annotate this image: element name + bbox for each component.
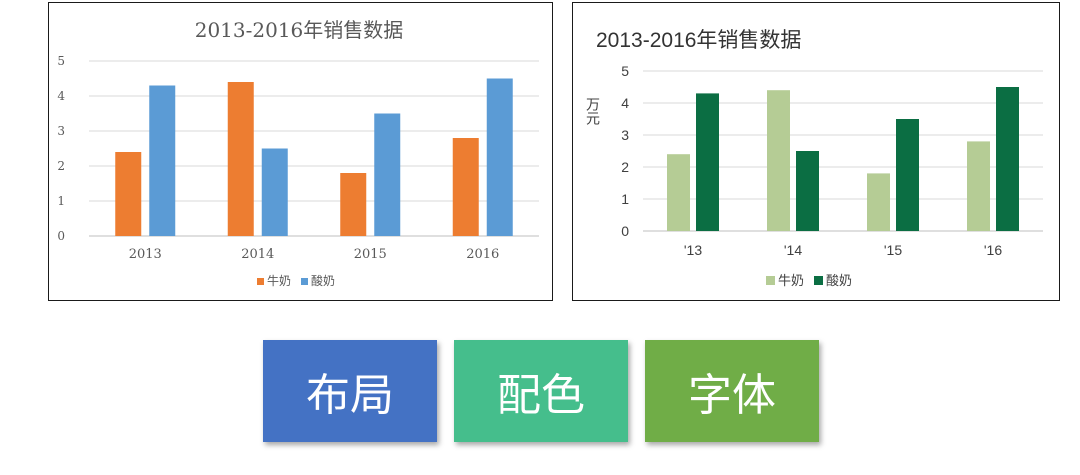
bar-yogurt [996, 87, 1019, 231]
legend-label: 酸奶 [311, 273, 335, 288]
color-scheme-button[interactable]: 配色 [454, 340, 628, 442]
bar-yogurt [261, 148, 288, 236]
legend-swatch [301, 278, 308, 285]
y-axis-label: 万元 [585, 97, 601, 126]
legend-swatch [766, 276, 775, 285]
bar-milk [767, 90, 790, 231]
legend-label: 酸奶 [826, 273, 852, 288]
chart-panel-styled: 2013-2016年销售数据 0 1 2 3 4 5 '13 '14 '15 '16 万元牛奶 酸奶 [572, 2, 1060, 301]
y-tick-label: 2 [57, 159, 65, 173]
bar-milk [867, 173, 890, 231]
bar-milk [340, 173, 367, 236]
x-tick-label: 2016 [466, 247, 499, 262]
bar-milk [667, 154, 690, 231]
y-tick-label: 4 [621, 95, 629, 111]
bar-yogurt [374, 113, 401, 236]
y-tick-label: 2 [621, 159, 629, 175]
bar-yogurt [796, 151, 819, 231]
bar-yogurt [149, 85, 176, 236]
y-tick-label: 0 [57, 229, 65, 243]
bar-milk [967, 141, 990, 231]
font-button[interactable]: 字体 [645, 340, 819, 442]
y-tick-label: 3 [621, 127, 629, 143]
legend-label: 牛奶 [267, 273, 291, 288]
chart-panel-default: 2013-2016年销售数据 0 1 2 3 4 5 2013 2014 2015 2016 牛奶 酸奶 [48, 2, 553, 301]
y-tick-label: 5 [621, 63, 629, 79]
x-tick-label: '14 [784, 242, 802, 258]
y-tick-label: 0 [621, 223, 629, 239]
layout-button[interactable]: 布局 [263, 340, 437, 442]
bar-yogurt [696, 93, 719, 232]
y-tick-label: 1 [621, 191, 629, 207]
legend-swatch [257, 278, 264, 285]
x-tick-label: 2013 [129, 247, 162, 262]
bar-milk [227, 82, 254, 236]
y-tick-label: 4 [57, 89, 65, 103]
bar-yogurt [896, 119, 919, 231]
y-tick-label: 5 [57, 54, 65, 68]
bar-yogurt [486, 78, 513, 236]
x-tick-label: '16 [984, 242, 1002, 258]
chart-svg-default: 2013-2016年销售数据 0 1 2 3 4 5 2013 2014 2015 2016 牛奶 酸奶 [57, 18, 539, 288]
legend-swatch [814, 276, 823, 285]
legend-label: 牛奶 [778, 273, 804, 288]
y-tick-label: 3 [57, 124, 65, 138]
x-tick-label: 2014 [241, 247, 274, 262]
chart-title: 2013-2016年销售数据 [596, 29, 801, 52]
chart-title: 2013-2016年销售数据 [195, 18, 404, 42]
x-tick-label: 2015 [354, 247, 387, 262]
x-tick-label: '13 [684, 242, 702, 258]
bar-milk [115, 152, 142, 236]
bar-milk [452, 138, 479, 236]
y-tick-label: 1 [57, 194, 65, 208]
x-tick-label: '15 [884, 242, 902, 258]
